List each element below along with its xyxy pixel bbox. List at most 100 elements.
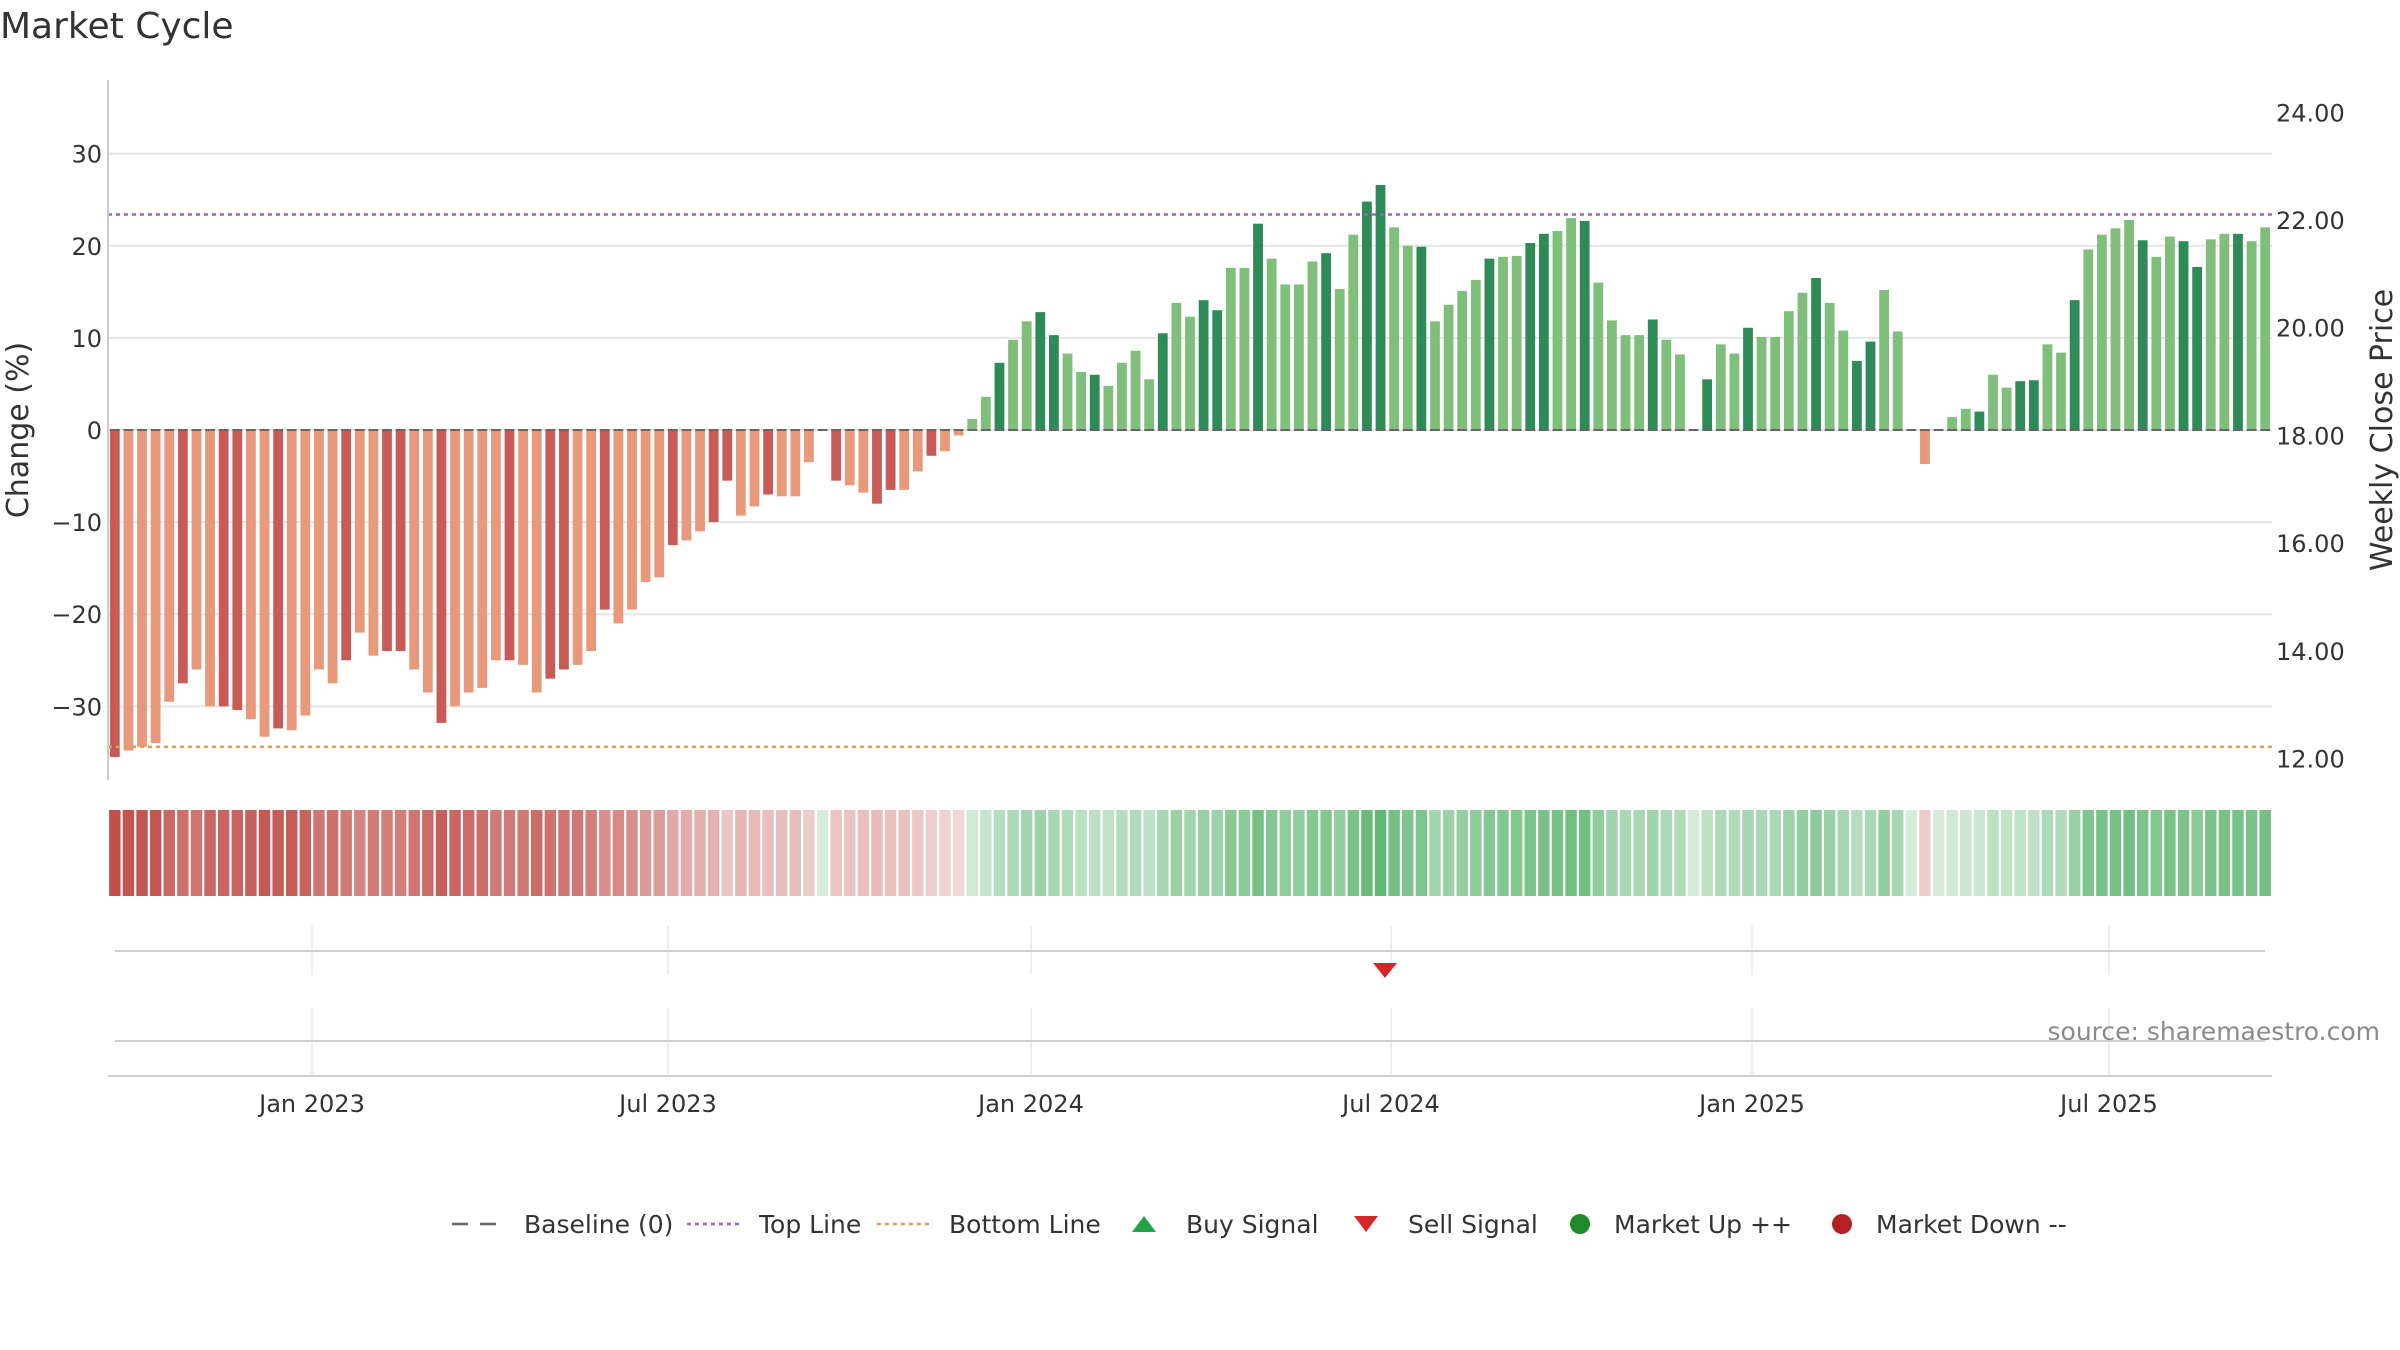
- strip-cell: [1769, 810, 1781, 896]
- strip-cell: [721, 810, 733, 896]
- strip-cell: [149, 810, 162, 896]
- bar: [912, 430, 923, 472]
- bar: [2178, 241, 2189, 430]
- strip-cell: [2164, 810, 2176, 896]
- bar: [2015, 381, 2026, 430]
- strip-cell: [1551, 810, 1564, 896]
- bar: [749, 430, 760, 507]
- strip-cell: [1415, 810, 1428, 896]
- strip-cell: [748, 810, 761, 896]
- strip-cell: [1796, 810, 1809, 896]
- strip-cell: [1116, 810, 1128, 896]
- strip-cell: [394, 810, 407, 896]
- strip-cell: [980, 810, 992, 896]
- strip-cell: [558, 810, 570, 896]
- signal-panels: [108, 950, 2272, 1077]
- bar: [1103, 385, 1114, 430]
- strip-cell: [1184, 810, 1196, 896]
- bar: [1879, 290, 1890, 430]
- bar: [1171, 302, 1182, 430]
- strip-cell: [1429, 810, 1441, 896]
- strip-cell: [1225, 810, 1237, 896]
- y2-axis-title: Weekly Close Price: [2365, 289, 2400, 571]
- bar: [1920, 430, 1930, 465]
- bar: [1280, 284, 1291, 430]
- strip-cell: [163, 810, 175, 896]
- bar: [1797, 292, 1808, 430]
- strip-cell: [1388, 810, 1400, 896]
- bar: [735, 430, 746, 516]
- strip-cell: [1606, 810, 1618, 896]
- bar: [545, 430, 556, 679]
- bar: [109, 430, 120, 757]
- bar: [2069, 300, 2080, 430]
- strip-cell: [1034, 810, 1047, 896]
- strip-cell: [1987, 810, 1999, 896]
- bar: [1157, 333, 1168, 430]
- bar: [1511, 255, 1522, 430]
- legend-marker-buy: [1132, 1216, 1156, 1232]
- bar: [1566, 218, 1576, 430]
- bar: [354, 430, 365, 633]
- strip-cell: [1864, 810, 1877, 896]
- bar: [1675, 354, 1685, 430]
- bar: [804, 430, 814, 463]
- strip-cell: [1007, 810, 1019, 896]
- bar: [205, 430, 215, 707]
- strip-cell: [1687, 810, 1700, 896]
- strip-cell: [2245, 810, 2258, 896]
- bar: [1783, 311, 1794, 430]
- strip-cell: [1538, 810, 1550, 896]
- strip-cell: [898, 810, 910, 896]
- bar: [1225, 267, 1236, 430]
- sell-signal-marker: [1373, 963, 1397, 978]
- bar: [1865, 341, 1876, 430]
- strip-cell: [1633, 810, 1645, 896]
- strip-cell: [830, 810, 842, 896]
- bar: [586, 430, 597, 652]
- bar: [559, 430, 569, 670]
- strip-cell: [449, 810, 461, 896]
- legend-label: Top Line: [758, 1210, 861, 1239]
- bar: [1443, 304, 1454, 430]
- bar: [640, 430, 651, 582]
- bar: [1239, 267, 1250, 430]
- y2-tick-label: 24.00: [2276, 99, 2345, 127]
- strip-cell: [258, 810, 271, 896]
- strip-cell: [1647, 810, 1659, 896]
- x-tick-label: Jul 2025: [2058, 1090, 2158, 1118]
- y-tick-label: 30: [71, 141, 102, 169]
- bar: [708, 430, 719, 523]
- bar: [599, 430, 610, 610]
- bar: [1756, 336, 1767, 430]
- strip-cell: [1211, 810, 1223, 896]
- strip-cell: [313, 810, 325, 896]
- bar: [2056, 352, 2066, 430]
- bar: [1076, 371, 1087, 430]
- strip-cell: [871, 810, 883, 896]
- strip-cell: [1061, 810, 1074, 896]
- strip-cell: [299, 810, 312, 896]
- bar: [1035, 312, 1046, 430]
- bar: [2096, 234, 2107, 430]
- strip-cell: [462, 810, 475, 896]
- bar: [1552, 231, 1563, 430]
- bar: [1538, 233, 1549, 430]
- bar: [1130, 350, 1141, 430]
- strip-cell: [2014, 810, 2026, 896]
- strip-cell: [2136, 810, 2149, 896]
- chart-title: Market Cycle: [0, 6, 234, 47]
- y-tick-label: 20: [71, 233, 102, 261]
- legend-label: Market Down --: [1876, 1210, 2067, 1239]
- strip-cell: [1892, 810, 1904, 896]
- legend-label: Buy Signal: [1186, 1210, 1319, 1239]
- bar: [1729, 353, 1740, 430]
- bar: [1430, 321, 1440, 430]
- bar: [994, 362, 1005, 430]
- strip-cell: [1197, 810, 1210, 896]
- bar: [1988, 374, 1998, 430]
- strip-cell: [639, 810, 652, 896]
- strip-cell: [2232, 810, 2244, 896]
- bar: [681, 430, 692, 541]
- bar: [763, 430, 773, 495]
